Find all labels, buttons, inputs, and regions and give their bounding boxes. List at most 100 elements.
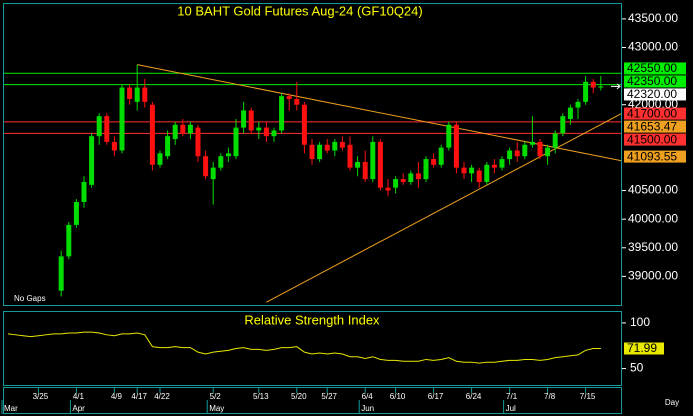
level-label: 42320.00	[627, 87, 677, 101]
main-plot	[4, 64, 621, 303]
trendline	[266, 113, 621, 303]
candle-body	[469, 167, 475, 174]
candle-body	[362, 161, 368, 180]
candle-body	[537, 141, 543, 157]
candle-body	[142, 87, 148, 102]
candle-body	[514, 150, 520, 157]
candle-body	[393, 179, 399, 188]
candle-body	[499, 159, 505, 168]
x-tick-label: 7/1	[506, 392, 518, 401]
candle-body	[225, 153, 231, 157]
candle-body	[317, 144, 323, 160]
rsi-y-tick-label: 100	[630, 315, 650, 329]
x-tick-label: 4/9	[111, 392, 123, 401]
y-tick-label: 43000.00	[628, 40, 678, 54]
candle-body	[415, 173, 421, 180]
level-label-box	[624, 150, 686, 163]
candle-body	[339, 141, 345, 148]
candle-body	[446, 124, 452, 148]
x-tick-label: 7/8	[544, 392, 556, 401]
candle-body	[377, 141, 383, 188]
date-axis-panel	[3, 387, 622, 414]
candle-body	[431, 159, 437, 165]
y-tick-label: 40000.00	[628, 211, 678, 225]
rsi-plot	[7, 331, 601, 364]
candle-body	[134, 87, 140, 102]
level-label-box	[624, 62, 686, 75]
note: No Gaps	[14, 294, 46, 303]
candle-body	[590, 81, 596, 88]
candle-body	[324, 144, 330, 151]
candle-body	[484, 164, 490, 182]
level-label: 41500.00	[627, 132, 677, 146]
rsi-value-label: 71.99	[627, 341, 657, 355]
candle-body	[453, 124, 459, 168]
level-label: 42550.00	[627, 61, 677, 75]
candle-body	[233, 127, 239, 157]
candle-body	[309, 144, 315, 160]
candle-body	[96, 116, 102, 137]
last-price-arrow	[611, 83, 621, 90]
rsi-value-box	[624, 342, 664, 355]
candle-body	[271, 130, 277, 137]
x-tick-label: 5/2	[210, 392, 222, 401]
candle-body	[355, 161, 361, 168]
candle-body	[522, 144, 528, 157]
candle-body	[529, 141, 535, 145]
candle-body	[370, 141, 376, 180]
rsi-title: Relative Strength Index	[244, 312, 380, 327]
candle-body	[400, 179, 406, 182]
candle-body	[127, 87, 133, 99]
candle-body	[575, 101, 581, 108]
candle-body	[598, 86, 604, 88]
level-label-box	[624, 75, 686, 88]
candle-body	[507, 150, 513, 160]
candle-body	[149, 104, 155, 165]
x-tick-label: 4/17	[131, 392, 147, 401]
x-tick-label: 3/25	[33, 392, 49, 401]
y-tick-label: 39500.00	[628, 240, 678, 254]
level-label: 41093.55	[627, 149, 677, 163]
rsi-line	[7, 331, 601, 364]
level-label: 41653.47	[627, 119, 677, 133]
candle-body	[461, 167, 467, 174]
level-label-box	[624, 133, 686, 146]
x-tick-label: 4/1	[73, 392, 85, 401]
candle-body	[423, 159, 429, 180]
candle-body	[256, 127, 262, 131]
candle-body	[241, 110, 247, 128]
level-label-box	[624, 107, 686, 120]
month-label: Mar	[4, 404, 18, 413]
level-label-box	[624, 120, 686, 133]
x-tick-label: 5/13	[253, 392, 269, 401]
candle-body	[385, 187, 391, 191]
y-tick-label: 43500.00	[628, 11, 678, 25]
candle-body	[203, 156, 209, 177]
month-label: May	[209, 404, 224, 413]
candle-body	[408, 173, 414, 182]
candle-body	[165, 136, 171, 157]
x-axis-label: Day	[665, 398, 679, 407]
candle-body	[89, 136, 95, 185]
candle-body	[187, 124, 193, 134]
x-tick-label: 5/27	[321, 392, 337, 401]
rsi-y-tick-label: 50	[630, 361, 644, 375]
candle-body	[476, 170, 482, 182]
candle-body	[567, 107, 573, 120]
candle-body	[491, 164, 497, 168]
x-tick-label: 7/15	[580, 392, 596, 401]
candle-body	[560, 116, 566, 134]
candle-body	[438, 147, 444, 165]
level-label: 41700.00	[627, 106, 677, 120]
candle-body	[279, 96, 285, 131]
candle-body	[218, 156, 224, 168]
chart-title: 10 BAHT Gold Futures Aug-24 (GF10Q24)	[177, 3, 422, 18]
y-tick-label: 39000.00	[628, 269, 678, 283]
candle-body	[545, 147, 551, 157]
level-label-box	[624, 88, 686, 101]
candle-body	[172, 124, 178, 140]
candle-body	[210, 167, 216, 180]
x-tick-label: 6/4	[362, 392, 374, 401]
